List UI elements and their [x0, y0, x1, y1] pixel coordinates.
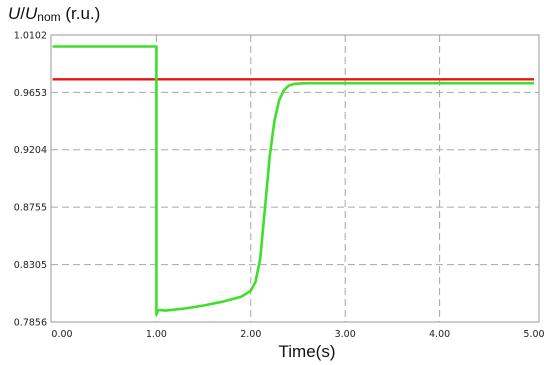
y-axis-label: U/Unom (r.u.): [8, 4, 100, 24]
x-axis-label: Time(s): [279, 342, 336, 361]
x-tick-labels: 0.00 1.00 2.00 3.00 4.00 5.00: [51, 329, 544, 340]
y-tick-label: 0.9653: [14, 88, 47, 99]
vertical-gridlines: [155, 35, 441, 322]
y-tick-label: 0.7856: [14, 318, 47, 329]
y-label-sep: /: [20, 4, 25, 23]
y-tick-label: 0.9204: [14, 145, 47, 156]
x-tick-label: 2.00: [240, 329, 261, 340]
x-tick-label: 0.00: [51, 329, 72, 340]
series-layer: [52, 45, 534, 316]
plot-frame: [50, 34, 540, 323]
voltage-series-line: [52, 45, 534, 316]
y-label-subscript: nom: [37, 10, 60, 24]
x-tick-label: 4.00: [429, 329, 450, 340]
x-tick-label: 3.00: [335, 329, 356, 340]
y-tick-label: 1.0102: [14, 31, 47, 42]
y-tick-label: 0.8755: [14, 203, 47, 214]
y-label-base: U: [25, 4, 38, 23]
y-tick-labels: 0.7856 0.8305 0.8755 0.9204 0.9653 1.0102: [14, 31, 47, 329]
y-tick-label: 0.8305: [14, 260, 47, 271]
y-label-unit: (r.u.): [61, 4, 101, 23]
horizontal-gridlines: [51, 91, 539, 266]
y-label-main: U: [8, 4, 21, 23]
x-tick-label: 1.00: [146, 329, 167, 340]
x-tick-label: 5.00: [523, 329, 544, 340]
